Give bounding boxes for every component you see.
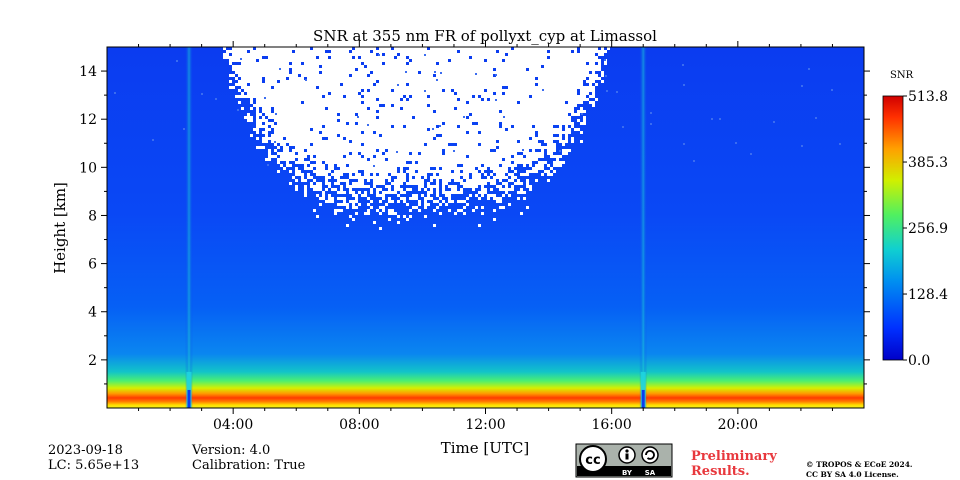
copyright-line1: © TROPOS & ECoE 2024. <box>806 460 913 469</box>
lc-label: LC: 5.65e+13 <box>48 458 140 473</box>
daytime-noise-region <box>114 47 841 230</box>
y-axis: 2 4 6 8 10 12 14 <box>79 64 870 385</box>
colorbar-tick-label: 513.8 <box>908 89 948 105</box>
x-tick-label: 04:00 <box>213 417 253 433</box>
y-axis-label: Height [km] <box>51 182 69 274</box>
info-left: 2023-09-18 LC: 5.65e+13 <box>48 443 139 473</box>
cc-sa-text: SA <box>645 469 656 477</box>
copyright-note: © TROPOS & ECoE 2024. CC BY SA 4.0 Licen… <box>806 460 913 480</box>
version-label: Version: 4.0 <box>192 443 271 458</box>
preliminary-note: Preliminary Results. <box>691 449 777 479</box>
cc-by-sa-icon: cc BY SA <box>575 443 673 478</box>
gap-core <box>641 389 645 408</box>
x-tick-label: 16:00 <box>591 417 631 433</box>
colorbar-tick-label: 128.4 <box>908 287 948 303</box>
x-axis-label: Time [UTC] <box>441 439 530 457</box>
y-tick-label: 6 <box>88 257 97 273</box>
copyright-line2: CC BY SA 4.0 License. <box>806 470 899 479</box>
colorbar-tick-label: 256.9 <box>908 221 948 237</box>
x-axis: 04:00 08:00 12:00 16:00 20:00 <box>138 41 833 433</box>
cc-by-text: BY <box>622 469 633 477</box>
gap-streak <box>639 47 648 408</box>
svg-text:cc: cc <box>585 453 600 468</box>
x-tick-label: 20:00 <box>718 417 758 433</box>
info-version: Version: 4.0 Calibration: True <box>192 443 305 473</box>
y-tick-label: 14 <box>79 64 97 80</box>
colorbar-tick-label: 385.3 <box>908 155 948 171</box>
y-tick-label: 12 <box>79 112 97 128</box>
noise-speckle <box>223 47 610 230</box>
preliminary-line1: Preliminary <box>691 449 777 464</box>
colorbar-tick-label: 0.0 <box>908 353 930 369</box>
chart-title: SNR at 355 nm FR of pollyxt_cyp at Limas… <box>313 27 657 45</box>
colorbar-ticks: 0.0 128.4 256.9 385.3 513.8 <box>903 89 948 369</box>
y-tick-label: 4 <box>88 305 97 321</box>
y-tick-label: 8 <box>88 208 97 224</box>
gap-core <box>187 389 191 408</box>
colorbar-label: SNR <box>890 70 914 81</box>
x-tick-label: 12:00 <box>465 417 505 433</box>
calibration-label: Calibration: True <box>192 458 306 473</box>
gap-streak <box>185 47 194 408</box>
preliminary-line2: Results. <box>691 464 750 479</box>
colorbar-scale <box>882 95 904 361</box>
x-tick-label: 08:00 <box>339 417 379 433</box>
signal-gaps <box>185 47 648 408</box>
plot-area <box>107 47 864 408</box>
date-label: 2023-09-18 <box>48 443 123 458</box>
colorbar: SNR 0.0 128.4 256.9 385.3 513.8 <box>882 70 948 369</box>
y-tick-label: 2 <box>88 353 97 369</box>
y-tick-label: 10 <box>79 160 97 176</box>
